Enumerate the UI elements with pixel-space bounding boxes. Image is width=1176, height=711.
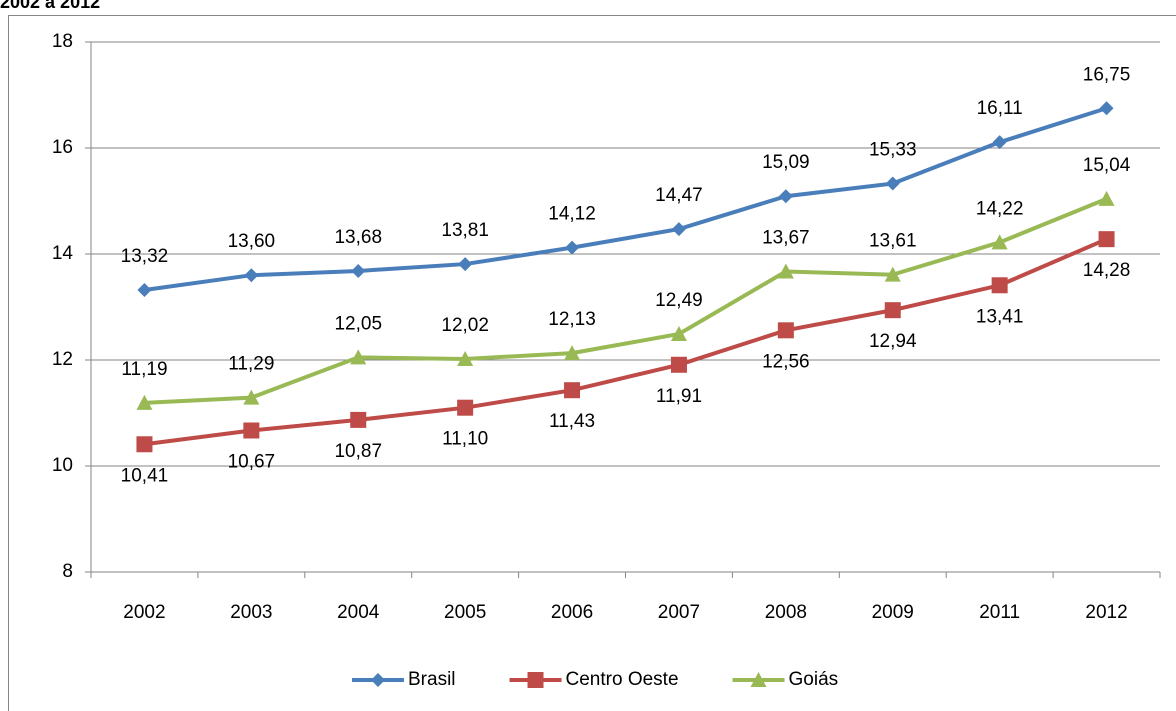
marker (565, 240, 580, 255)
chart-title: 2002 a 2012 (0, 0, 100, 12)
series-line (144, 237, 1108, 447)
marker (137, 283, 152, 298)
data-label: 12,56 (762, 351, 810, 372)
marker (991, 277, 1008, 294)
data-label: 14,22 (976, 198, 1024, 219)
data-label: 14,47 (655, 185, 703, 206)
data-label: 15,33 (869, 140, 917, 161)
legend-label: Centro Oeste (566, 669, 679, 690)
marker (777, 322, 794, 339)
data-label: 10,41 (121, 465, 169, 486)
marker (136, 436, 153, 453)
marker (885, 176, 900, 191)
data-label: 10,67 (228, 452, 276, 473)
marker (884, 302, 901, 319)
marker (991, 234, 1008, 250)
data-label: 15,04 (1083, 155, 1131, 176)
data-label: 12,94 (869, 331, 917, 352)
data-label: 13,67 (762, 228, 810, 249)
marker (670, 356, 687, 373)
marker (992, 135, 1007, 150)
x-tick-label: 2002 (123, 602, 165, 623)
y-tick-label: 10 (52, 455, 73, 476)
x-tick-label: 2005 (444, 602, 486, 623)
x-tick-label: 2003 (230, 602, 272, 623)
y-tick-label: 8 (62, 561, 73, 582)
marker (670, 326, 687, 342)
data-label: 11,43 (549, 411, 595, 432)
data-label: 11,29 (228, 354, 274, 375)
marker (458, 257, 473, 272)
marker (1098, 231, 1115, 248)
series-line (144, 197, 1108, 405)
data-label: 13,32 (121, 246, 169, 267)
data-label: 12,49 (655, 290, 703, 311)
marker (350, 349, 367, 365)
marker (350, 411, 367, 428)
x-tick-label: 2008 (765, 602, 807, 623)
y-tick-label: 12 (52, 349, 73, 370)
data-label: 10,87 (334, 441, 382, 462)
data-label: 12,13 (548, 309, 596, 330)
y-tick-label: 14 (52, 243, 74, 264)
legend-label: Goiás (789, 669, 839, 690)
marker (351, 263, 366, 278)
y-tick-label: 16 (52, 137, 73, 158)
data-label: 14,28 (1083, 260, 1131, 281)
marker (884, 266, 901, 282)
chart-frame (8, 15, 1176, 711)
data-label: 16,75 (1083, 64, 1131, 85)
data-label: 13,68 (334, 227, 382, 248)
marker (243, 422, 260, 439)
x-tick-label: 2004 (337, 602, 380, 623)
marker (777, 263, 794, 279)
x-tick-label: 2009 (872, 602, 914, 623)
x-tick-label: 2006 (551, 602, 593, 623)
marker (778, 189, 793, 204)
data-label: 13,81 (441, 220, 489, 241)
data-label: 12,05 (334, 313, 382, 334)
data-label: 11,19 (121, 359, 167, 380)
marker (750, 672, 767, 687)
data-label: 12,02 (441, 315, 489, 336)
marker (564, 382, 581, 399)
data-label: 16,11 (977, 98, 1023, 119)
data-label: 13,61 (869, 231, 917, 252)
data-label: 11,10 (442, 429, 488, 450)
x-tick-label: 2007 (658, 602, 700, 623)
marker (527, 672, 544, 688)
data-label: 13,60 (228, 231, 276, 252)
series-line (144, 106, 1108, 293)
data-label: 15,09 (762, 152, 810, 173)
x-tick-label: 2012 (1085, 602, 1127, 623)
marker (564, 345, 581, 361)
marker (243, 389, 260, 405)
marker (244, 268, 259, 283)
x-tick-label: 2011 (979, 602, 1020, 623)
data-label: 13,41 (976, 306, 1024, 327)
y-tick-label: 18 (52, 31, 73, 52)
marker (1099, 101, 1114, 116)
marker (457, 350, 474, 366)
marker (457, 399, 474, 416)
data-label: 14,12 (548, 204, 596, 225)
marker (671, 222, 686, 237)
marker (371, 673, 385, 687)
marker (136, 394, 153, 410)
data-label: 11,91 (656, 386, 702, 407)
marker (1098, 190, 1115, 206)
legend-label: Brasil (408, 669, 456, 690)
